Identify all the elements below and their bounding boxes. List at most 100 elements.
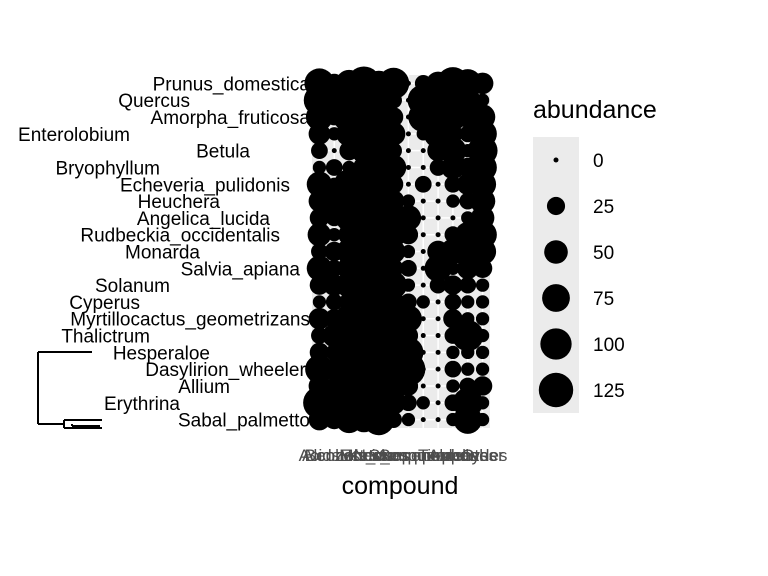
- bubble-point: [435, 400, 441, 406]
- y-tick-label: Sabal_palmetto: [178, 411, 310, 432]
- y-tick-label: Hesperaloe: [113, 343, 210, 364]
- legend-label: 100: [593, 335, 625, 356]
- bubble-point: [405, 80, 411, 86]
- bubble-point: [443, 275, 463, 295]
- bubble-point: [308, 123, 331, 145]
- x-tick-label: Aldehydes: [428, 446, 507, 465]
- bubble-point: [325, 159, 343, 176]
- bubble-point: [401, 412, 416, 427]
- bubble-point: [381, 239, 406, 264]
- bubble-point: [450, 215, 456, 221]
- y-tick-label: Monarda: [125, 243, 200, 264]
- bubble-point: [444, 293, 462, 311]
- legend-label: 75: [593, 289, 614, 310]
- x-tick-label: Acids: [299, 446, 341, 465]
- bubble-point: [471, 72, 494, 95]
- bubble-point: [312, 160, 327, 175]
- bubble-point: [308, 307, 331, 330]
- bubble-point: [420, 333, 426, 339]
- bubble-point: [327, 228, 341, 242]
- x-axis-title: compound: [342, 472, 459, 500]
- bubble-point: [456, 257, 479, 280]
- bubble-point: [312, 295, 327, 309]
- legend-key: [538, 372, 574, 408]
- bubble-point: [435, 349, 441, 355]
- bubble-point: [475, 278, 490, 292]
- bubble-point: [306, 255, 333, 281]
- bubble-point: [461, 295, 475, 309]
- bubble-point: [380, 154, 407, 181]
- y-tick-label: Echeveria_pulidonis: [120, 175, 290, 196]
- x-tick-label: Sesquiterpenes: [379, 446, 497, 465]
- y-tick-label: Amorpha_fruticosa: [151, 108, 311, 129]
- y-tick-label: Heuchera: [138, 192, 221, 213]
- y-tick-label: Erythrina: [104, 394, 180, 415]
- bubble-point: [401, 194, 416, 208]
- plot-panel: [303, 66, 498, 436]
- bubble-point: [309, 275, 330, 295]
- bubble-point: [307, 222, 332, 247]
- bubble-point: [472, 258, 493, 279]
- legend-key: [553, 157, 559, 163]
- bubble-point: [420, 215, 426, 221]
- bubble-point: [420, 265, 426, 271]
- legend-label: 0: [593, 151, 604, 172]
- bubble-point: [420, 417, 426, 423]
- x-tick-label: Benzenoids: [305, 446, 394, 465]
- bubble-point: [405, 164, 411, 170]
- bubble-point: [461, 362, 475, 376]
- bubble-point: [439, 137, 467, 165]
- bubble-point: [435, 417, 441, 423]
- legend-key: [546, 196, 566, 216]
- legend: abundance 0 25 50 75 100 125: [533, 96, 657, 413]
- bubble-point: [405, 131, 411, 137]
- dendrogram: [37, 351, 102, 429]
- y-tick-label: Prunus_domestica: [153, 74, 311, 95]
- legend-label: 25: [593, 197, 614, 218]
- x-tick-label: Monoterpenes: [339, 446, 448, 465]
- bubble-point: [420, 316, 426, 322]
- bubble-point: [401, 244, 416, 259]
- y-tick-label: Bryophyllum: [55, 158, 160, 179]
- y-tick-label: Cyperus: [69, 293, 140, 314]
- bubble-point: [420, 164, 426, 170]
- bubble-point: [472, 376, 493, 396]
- legend-key: [542, 284, 570, 312]
- y-tick-labels: Prunus_domesticaQuercusAmorpha_fruticosa…: [18, 74, 310, 431]
- bubble-point: [459, 276, 477, 294]
- bubble-point: [420, 148, 426, 154]
- bubble-point: [331, 148, 337, 154]
- bubble-point: [429, 276, 447, 294]
- bubble-point: [311, 243, 328, 260]
- bubble-point: [420, 349, 426, 355]
- y-tick-label: Thalictrum: [61, 327, 150, 348]
- bubble-point: [461, 211, 475, 225]
- x-tick-labels: AcidsAlcoholsBenzenoidsEstersKetonesMono…: [299, 446, 508, 465]
- bubble-point: [416, 396, 430, 410]
- legend-title: abundance: [533, 96, 657, 124]
- x-tick-label: S_compounds: [369, 446, 478, 465]
- bubble-point: [405, 148, 411, 154]
- bubble-point: [475, 412, 490, 427]
- bubble-point: [420, 366, 426, 372]
- y-tick-label: Rudbeckia_occidentalis: [80, 226, 280, 247]
- bubble-point: [385, 142, 402, 160]
- bubble-point: [420, 249, 426, 254]
- legend-label: 50: [593, 243, 614, 264]
- bubble-point: [305, 103, 333, 131]
- y-tick-label: Betula: [196, 142, 250, 163]
- bubble-point: [416, 295, 430, 309]
- bubble-point: [385, 411, 402, 428]
- bubble-point: [325, 293, 343, 311]
- y-tick-label: Solanum: [95, 276, 170, 297]
- bubble-point: [309, 208, 330, 228]
- bubble-point: [382, 190, 405, 212]
- bubble-point: [435, 366, 441, 372]
- bubble-point: [400, 259, 417, 277]
- bubble-point: [475, 345, 490, 360]
- bubble-point: [420, 282, 426, 288]
- bubble-point: [435, 181, 441, 187]
- legend-label: 125: [593, 381, 625, 402]
